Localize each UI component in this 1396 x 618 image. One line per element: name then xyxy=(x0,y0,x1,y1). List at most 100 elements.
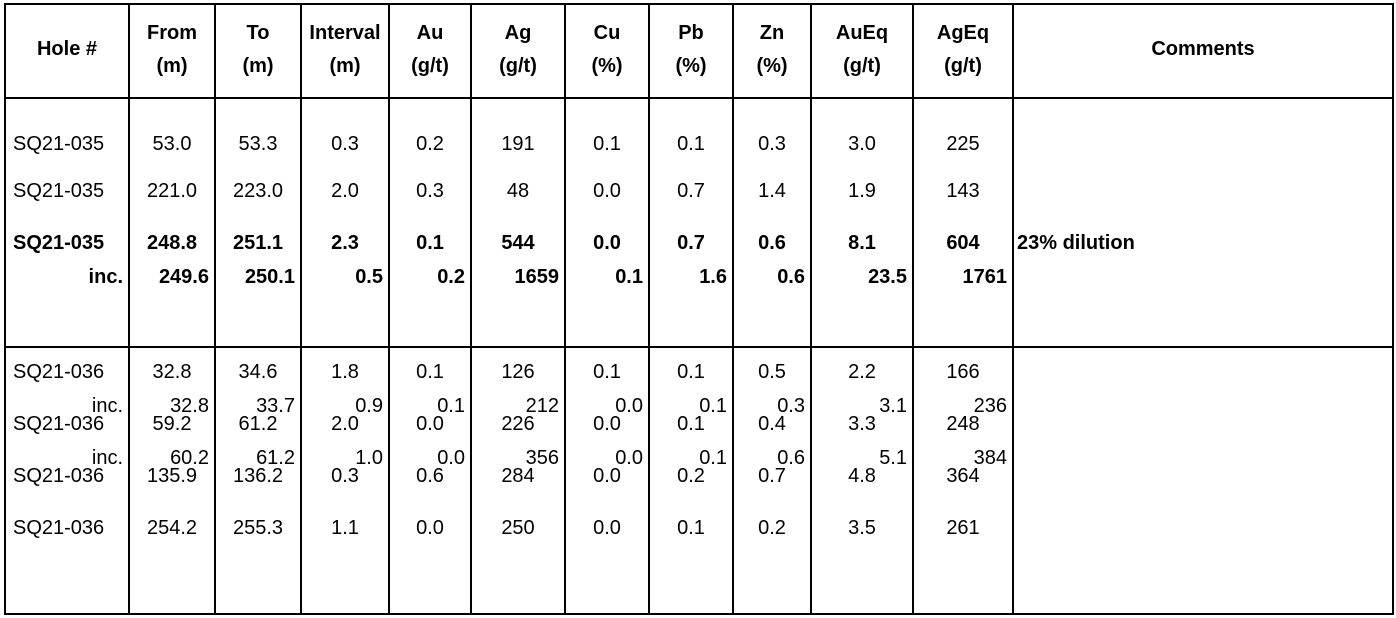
data-cell: 254.2 xyxy=(146,517,198,539)
column-header: Au (g/t) xyxy=(389,17,471,83)
inc-label: inc. xyxy=(91,447,123,469)
data-cell: 8.1 xyxy=(848,232,876,254)
data-cell: 250 xyxy=(501,517,535,539)
header-line: (g/t) xyxy=(411,55,449,77)
inc-label: inc. xyxy=(91,395,123,417)
data-cell: 255.3 xyxy=(232,517,284,539)
data-cell: 0.5 xyxy=(758,361,786,383)
inc-cell: 249.6 xyxy=(158,266,209,288)
header-line: From xyxy=(147,22,197,44)
column-divider xyxy=(4,3,6,615)
column-header: AuEq (g/t) xyxy=(811,17,913,83)
column-divider xyxy=(810,3,812,615)
data-cell: 0.2 xyxy=(758,517,786,539)
row-divider xyxy=(5,3,1393,5)
data-cell: 225 xyxy=(946,133,980,155)
data-cell: 0.1 xyxy=(677,133,705,155)
data-cell: 0.1 xyxy=(593,361,621,383)
data-cell: 0.3 xyxy=(331,133,359,155)
header-line: Au xyxy=(416,22,444,44)
inc-cell: 0.1 xyxy=(437,395,465,417)
header-line: To xyxy=(246,22,270,44)
data-cell: 544 xyxy=(501,232,535,254)
header-line: (g/t) xyxy=(843,55,881,77)
data-cell: 0.4 xyxy=(758,413,786,435)
data-cell: 3.5 xyxy=(848,517,876,539)
data-cell: 166 xyxy=(946,361,980,383)
header-line: (g/t) xyxy=(499,55,537,77)
inc-cell: 0.0 xyxy=(437,447,465,469)
inc-label: inc. xyxy=(88,266,123,288)
data-cell: 2.3 xyxy=(331,232,359,254)
column-header: Pb (%) xyxy=(649,17,733,83)
data-cell: 2.2 xyxy=(848,361,876,383)
hole-id: SQ21-036 xyxy=(13,517,105,539)
data-cell: 0.0 xyxy=(593,413,621,435)
data-cell: 251.1 xyxy=(232,232,284,254)
data-cell: 248 xyxy=(946,413,980,435)
data-cell: 0.7 xyxy=(758,465,786,487)
data-cell: 0.0 xyxy=(593,517,621,539)
data-cell: 0.1 xyxy=(677,517,705,539)
data-cell: 284 xyxy=(501,465,535,487)
data-cell: 0.2 xyxy=(677,465,705,487)
data-cell: 136.2 xyxy=(232,465,284,487)
header-line: Cu xyxy=(593,22,621,44)
data-cell: 191 xyxy=(501,133,535,155)
data-cell: 1.1 xyxy=(331,517,359,539)
data-cell: 135.9 xyxy=(146,465,198,487)
data-cell: 221.0 xyxy=(146,180,198,202)
column-header: Zn (%) xyxy=(733,17,811,83)
data-cell: 0.1 xyxy=(416,361,444,383)
data-cell: 2.0 xyxy=(331,413,359,435)
data-cell: 0.7 xyxy=(677,232,705,254)
data-cell: 0.0 xyxy=(416,517,444,539)
header-line: Zn xyxy=(759,22,785,44)
column-divider xyxy=(128,3,130,615)
column-divider xyxy=(388,3,390,615)
inc-cell: 33.7 xyxy=(256,395,295,417)
column-divider xyxy=(300,3,302,615)
data-cell: 34.6 xyxy=(238,361,278,383)
data-cell: 364 xyxy=(946,465,980,487)
data-cell: 0.1 xyxy=(416,232,444,254)
data-cell: 261 xyxy=(946,517,980,539)
data-cell: 3.3 xyxy=(848,413,876,435)
header-line: (%) xyxy=(591,55,623,77)
inc-cell: 5.1 xyxy=(879,447,907,469)
data-cell: 1.8 xyxy=(331,361,359,383)
header-line: (%) xyxy=(675,55,707,77)
data-cell: 604 xyxy=(946,232,980,254)
column-header: Ag (g/t) xyxy=(471,17,565,83)
hole-id: SQ21-035 xyxy=(13,180,105,202)
inc-cell: 0.0 xyxy=(615,447,643,469)
data-cell: 0.0 xyxy=(593,180,621,202)
column-header: Hole # xyxy=(5,33,129,66)
column-divider xyxy=(1012,3,1014,615)
inc-cell: 0.0 xyxy=(615,395,643,417)
data-cell: 0.3 xyxy=(331,465,359,487)
data-cell: 248.8 xyxy=(146,232,198,254)
comment: 23% dilution xyxy=(1017,232,1135,254)
data-cell: 1.4 xyxy=(758,180,786,202)
inc-cell: 0.1 xyxy=(699,447,727,469)
header-line: (m) xyxy=(242,55,274,77)
header-line: AuEq xyxy=(835,22,889,44)
header-line: AgEq xyxy=(936,22,990,44)
data-cell: 0.3 xyxy=(758,133,786,155)
hole-id: SQ21-036 xyxy=(13,465,105,487)
header-line: Comments xyxy=(1151,38,1255,60)
header-line: Interval xyxy=(309,22,381,44)
data-cell: 143 xyxy=(946,180,980,202)
data-cell: 0.1 xyxy=(593,133,621,155)
data-cell: 226 xyxy=(501,413,535,435)
row-divider xyxy=(5,613,1393,615)
column-divider xyxy=(912,3,914,615)
data-cell: 48 xyxy=(506,180,530,202)
inc-cell: 32.8 xyxy=(170,395,209,417)
hole-id: SQ21-035 xyxy=(13,133,105,155)
data-cell: 0.0 xyxy=(416,413,444,435)
data-cell: 0.0 xyxy=(593,232,621,254)
data-cell: 4.8 xyxy=(848,465,876,487)
column-header: Comments xyxy=(1013,33,1393,66)
